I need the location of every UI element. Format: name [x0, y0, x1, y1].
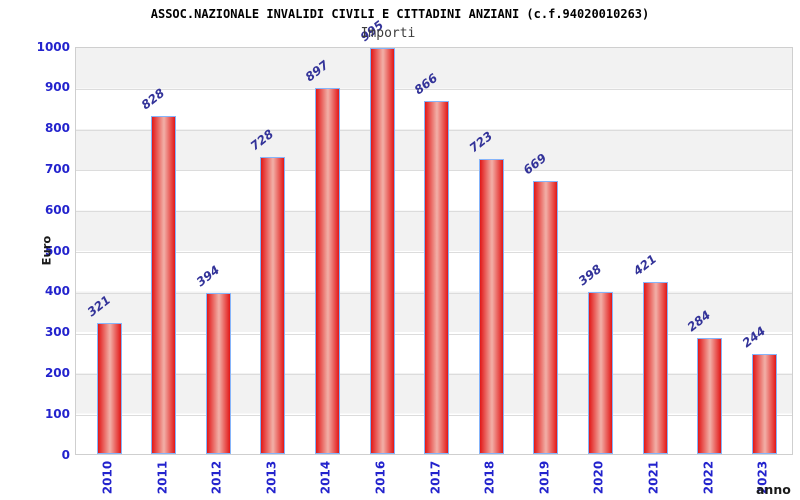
y-tick-label-800: 800 — [44, 121, 70, 136]
x-tick-label-2020: 2020 — [591, 460, 606, 495]
y-tick-label-0: 0 — [61, 447, 70, 462]
bar-2016 — [369, 48, 395, 454]
bar-2014 — [314, 88, 340, 454]
bar-value-label-2019: 669 — [521, 150, 550, 178]
y-tick-label-300: 300 — [44, 325, 70, 340]
bar-value-label-2023: 244 — [739, 324, 768, 351]
y-tick-label-100: 100 — [44, 406, 70, 421]
chart-subtitle: Importi — [360, 26, 416, 41]
y-tick-label-200: 200 — [44, 365, 70, 380]
x-tick-label-2011: 2011 — [155, 460, 170, 495]
y-tick-label-1000: 1000 — [36, 39, 70, 54]
y-axis-title: Euro — [39, 235, 54, 266]
bar-2020 — [587, 291, 613, 454]
bar-2018 — [478, 159, 504, 454]
x-tick-label-2021: 2021 — [646, 460, 661, 495]
x-tick-label-2022: 2022 — [701, 460, 716, 495]
bar-2017 — [424, 100, 450, 454]
plot-area: 321 828 394 728 897 995 866 723 669 398 421 284 244 — [75, 18, 793, 455]
y-tick-label-400: 400 — [44, 284, 70, 299]
x-tick-label-2012: 2012 — [209, 460, 224, 495]
y-tick-label-700: 700 — [44, 161, 70, 176]
x-tick-label-2018: 2018 — [482, 460, 497, 495]
chart-title: ASSOC.NAZIONALE INVALIDI CIVILI E CITTAD… — [150, 7, 650, 21]
bar-2022 — [697, 338, 723, 454]
bar-value-label-2014: 897 — [302, 57, 332, 85]
bar-value-label-2012: 394 — [193, 262, 222, 290]
bar-value-label-2021: 421 — [630, 251, 659, 279]
bar-2010 — [96, 323, 122, 454]
bar-2019 — [533, 181, 559, 454]
gridline-900 — [76, 88, 792, 90]
y-tick-label-900: 900 — [44, 80, 70, 95]
y-tick-label-500: 500 — [44, 243, 70, 258]
x-tick-label-2013: 2013 — [264, 460, 279, 495]
y-tick-label-600: 600 — [44, 202, 70, 217]
bar-value-label-2010: 321 — [84, 292, 113, 320]
x-tick-label-2017: 2017 — [428, 460, 443, 495]
bar-2011 — [151, 116, 177, 454]
bar-value-label-2018: 723 — [466, 128, 495, 156]
bar-2013 — [260, 156, 286, 454]
bar-value-label-2017: 866 — [411, 70, 441, 97]
bar-value-label-2020: 398 — [575, 261, 605, 288]
x-tick-label-2019: 2019 — [537, 460, 552, 495]
x-tick-label-2016: 2016 — [373, 460, 388, 495]
bar-2021 — [642, 282, 668, 454]
x-axis-title: anno — [756, 482, 791, 497]
bar-value-label-2022: 284 — [684, 307, 714, 335]
x-tick-label-2014: 2014 — [318, 460, 333, 495]
bar-2023 — [751, 354, 777, 454]
x-tick-label-2010: 2010 — [100, 460, 115, 495]
bar-2012 — [205, 293, 231, 454]
